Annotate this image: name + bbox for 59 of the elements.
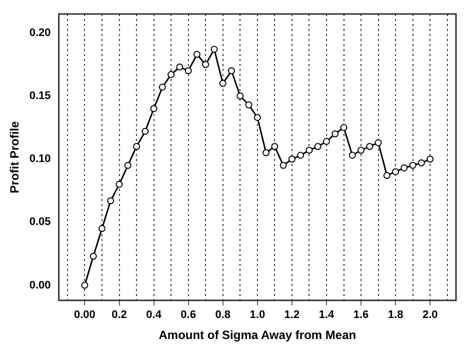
point (210, 46, 218, 53)
y-tick-label: 0.05 (29, 216, 51, 228)
point (245, 101, 252, 108)
point (322, 138, 330, 145)
point (426, 156, 434, 163)
point (133, 142, 140, 150)
x-tick-label: 0.4 (146, 309, 162, 322)
point (228, 67, 235, 74)
point (124, 162, 132, 169)
point (98, 224, 106, 232)
point (176, 63, 184, 70)
point (254, 114, 261, 121)
point (383, 172, 390, 179)
x-tick-label: 0.2 (112, 309, 127, 322)
point (392, 168, 400, 176)
point (219, 80, 226, 87)
point (280, 162, 287, 169)
y-tick-label: 0.15 (29, 90, 51, 102)
y-tick-label: 0.00 (29, 279, 51, 292)
x-axis-title: Amount of Sigma Away from Mean (158, 328, 356, 342)
point (150, 105, 158, 112)
point (314, 142, 322, 150)
point (340, 124, 348, 132)
point (90, 252, 97, 260)
y-tick-label: 0.20 (29, 26, 51, 39)
y-tick-label: 0.10 (29, 153, 51, 166)
point (271, 142, 278, 150)
x-tick-label: 1.2 (284, 309, 300, 322)
point (288, 156, 296, 163)
x-tick-label: 1.6 (353, 309, 369, 322)
point (193, 50, 200, 58)
point (409, 162, 416, 169)
point (348, 152, 356, 159)
point (358, 146, 365, 154)
point (374, 139, 382, 146)
point (168, 71, 175, 78)
x-tick-label: 1.0 (250, 309, 266, 322)
point (400, 164, 408, 172)
point (142, 128, 149, 135)
point (81, 282, 88, 289)
point (236, 92, 244, 100)
point (262, 149, 270, 156)
x-tick-label: 0.8 (215, 309, 231, 322)
x-tick-label: 0.6 (180, 309, 196, 322)
point (332, 130, 339, 138)
x-tick-label: 1.8 (388, 309, 404, 322)
x-tick-label: 1.4 (318, 309, 336, 322)
x-tick-label: 0.00 (74, 309, 96, 322)
point (306, 146, 313, 154)
point (418, 159, 425, 166)
point (366, 142, 374, 150)
point (158, 84, 166, 91)
point (116, 180, 123, 188)
point (297, 152, 304, 159)
y-axis-title: Profit Profile (8, 120, 22, 194)
point (184, 67, 192, 74)
x-tick-label: 2.0 (422, 309, 438, 322)
point (107, 197, 114, 204)
point (202, 60, 210, 68)
